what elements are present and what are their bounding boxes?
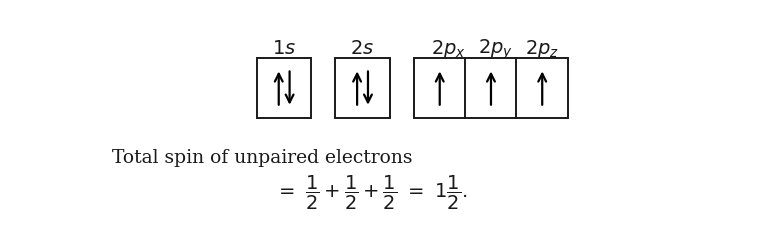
Bar bbox=[335, 58, 390, 118]
Text: $= \ \dfrac{1}{2}+\dfrac{1}{2}+\dfrac{1}{2} \ = \ 1\dfrac{1}{2}.$: $= \ \dfrac{1}{2}+\dfrac{1}{2}+\dfrac{1}… bbox=[275, 174, 468, 212]
Bar bbox=[414, 58, 568, 118]
Text: $2p_y$: $2p_y$ bbox=[478, 37, 513, 62]
Text: $2s$: $2s$ bbox=[350, 41, 375, 58]
Text: $2p_x$: $2p_x$ bbox=[431, 38, 466, 61]
Text: Total spin of unpaired electrons: Total spin of unpaired electrons bbox=[112, 149, 413, 167]
Text: $2p_z$: $2p_z$ bbox=[525, 38, 559, 61]
Text: $1s$: $1s$ bbox=[272, 41, 296, 58]
Bar bbox=[257, 58, 311, 118]
